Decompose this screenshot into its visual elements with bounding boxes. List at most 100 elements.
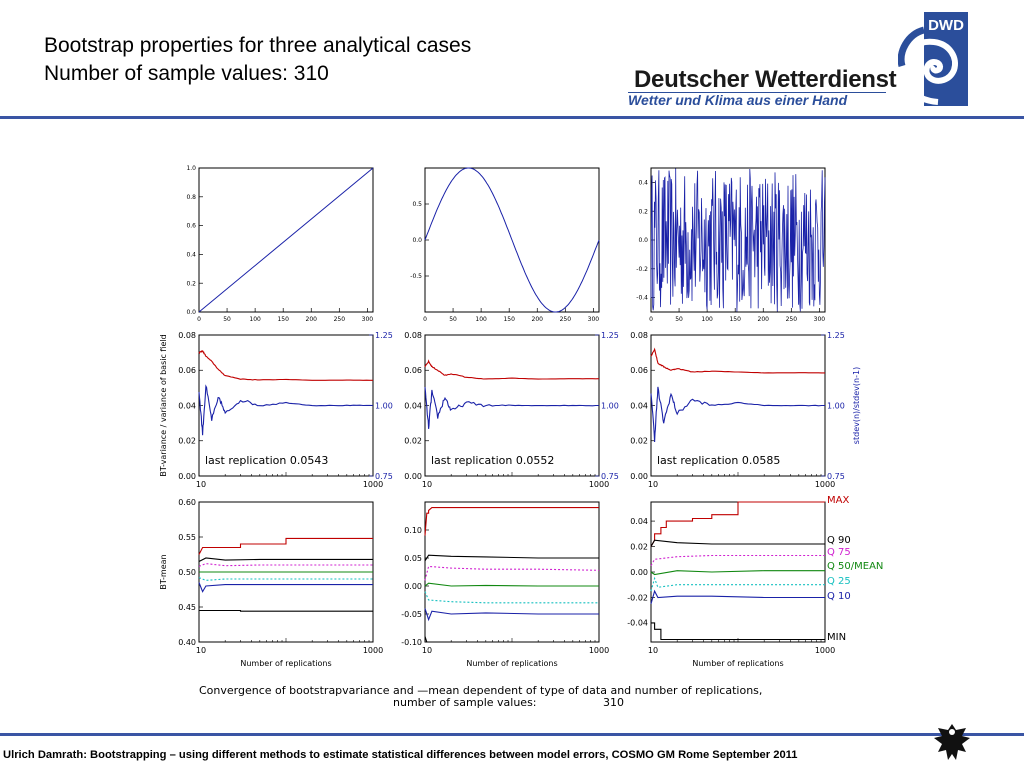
stdev-ratio-line [198, 384, 374, 436]
quantile-line-q-50-mean [650, 570, 825, 576]
y2-tick-label: 1.25 [375, 331, 393, 340]
x-tick-label: 10 [422, 646, 432, 655]
y2-tick-label: 0.75 [601, 472, 619, 481]
x-axis-label: Number of replications [466, 659, 557, 668]
quantile-line-max [650, 501, 825, 547]
quantile-line-q-10 [198, 582, 373, 593]
y-tick-label: 0.2 [186, 280, 196, 287]
y-tick-label: -0.10 [401, 638, 422, 647]
y2-tick-label: 1.00 [375, 402, 393, 411]
x-tick-label: 1000 [589, 480, 609, 489]
y-tick-label: 0.55 [178, 533, 196, 542]
y-tick-label: 0.00 [178, 472, 196, 481]
legend-entry: MIN [827, 632, 846, 643]
x-tick-label: 1000 [363, 646, 383, 655]
quantile-line-q-25 [650, 576, 825, 592]
y-tick-label: 0.04 [630, 401, 648, 410]
x-tick-label: 10 [196, 646, 206, 655]
x-tick-label: 10 [196, 480, 206, 489]
y-tick-label: 0.40 [178, 638, 196, 647]
logo-badge: DWD [928, 17, 964, 34]
x-tick-label: 0 [423, 316, 427, 323]
x-tick-label: 200 [758, 316, 770, 323]
quantile-line-q-75 [650, 554, 825, 566]
x-tick-label: 150 [277, 316, 289, 323]
y-tick-label: 0.5 [412, 201, 422, 208]
quantile-line-max [424, 507, 599, 536]
y2-tick-label: 1.25 [601, 331, 619, 340]
y-tick-label: 0.00 [404, 582, 422, 591]
footer-divider [0, 733, 1024, 736]
x-tick-label: 300 [362, 316, 374, 323]
y-tick-label: 0.04 [404, 401, 422, 410]
quantile-line-q-10 [424, 608, 599, 622]
federal-eagle-icon [934, 724, 970, 760]
x-tick-label: 1000 [589, 646, 609, 655]
y-tick-label: 0.04 [178, 401, 196, 410]
legend-entry: Q 10 [827, 591, 851, 602]
y2-tick-label: 1.00 [827, 402, 845, 411]
quantile-line-q-75 [198, 563, 373, 567]
y-tick-label: 0.0 [412, 237, 422, 244]
title-line-2: Number of sample values: 310 [44, 62, 329, 85]
variance-ratio-line [198, 350, 373, 381]
y-tick-label: 0.60 [178, 498, 196, 507]
x-tick-label: 300 [588, 316, 600, 323]
x-tick-label: 250 [334, 316, 346, 323]
x-tick-label: 250 [786, 316, 798, 323]
y-tick-label: 0.08 [404, 331, 422, 340]
y-tick-label: 1.0 [186, 165, 196, 172]
x-axis-label: Number of replications [692, 659, 783, 668]
logo-slogan: Wetter und Klima aus einer Hand [628, 92, 848, 108]
x-tick-label: 10 [648, 480, 658, 489]
y-tick-label: 0.45 [178, 603, 196, 612]
y-tick-label: 0.02 [630, 542, 648, 551]
y-tick-label: 0.00 [630, 472, 648, 481]
y-axis-label: BT-mean [159, 554, 168, 589]
linear-series-line [198, 167, 374, 313]
caption-line-1: Convergence of bootstrapvariance and —me… [199, 684, 762, 697]
legend-entry: Q 25 [827, 576, 851, 587]
x-tick-label: 150 [729, 316, 741, 323]
x-tick-label: 100 [249, 316, 261, 323]
sine-series-line [424, 167, 600, 313]
legend-entry: MAX [827, 495, 849, 506]
y-tick-label: 0.50 [178, 568, 196, 577]
variance-ratio-line [424, 359, 600, 380]
plot-frame [198, 167, 374, 313]
x-axis-label: Number of replications [240, 659, 331, 668]
x-tick-label: 200 [306, 316, 318, 323]
y-tick-label: -0.05 [401, 610, 422, 619]
y-tick-label: -0.04 [627, 619, 648, 628]
quantile-line-max [198, 537, 373, 555]
quantile-line-q-90 [650, 539, 825, 547]
x-tick-label: 10 [648, 646, 658, 655]
x-tick-label: 0 [649, 316, 653, 323]
y-axis-label: BT-variance / variance of basic field [159, 334, 168, 476]
x-tick-label: 250 [560, 316, 572, 323]
y-tick-label: 0.06 [404, 366, 422, 375]
y2-tick-label: 0.75 [827, 472, 845, 481]
y-tick-label: -0.5 [410, 273, 422, 280]
y-tick-label: 0.10 [404, 526, 422, 535]
legend-entry: Q 50/MEAN [827, 561, 883, 572]
x-tick-label: 50 [675, 316, 683, 323]
y-tick-label: 0.08 [178, 331, 196, 340]
quantile-line-q-25 [424, 591, 599, 604]
x-tick-label: 100 [475, 316, 487, 323]
last-replication-label: last replication 0.0543 [205, 454, 328, 467]
y-tick-label: 0.0 [186, 309, 196, 316]
stdev-ratio-line [650, 386, 825, 443]
y2-tick-label: 1.00 [601, 402, 619, 411]
title-line-1: Bootstrap properties for three analytica… [44, 34, 472, 57]
y-tick-label: 0.08 [630, 331, 648, 340]
y-tick-label: 0.02 [404, 437, 422, 446]
stdev-ratio-line [424, 386, 599, 429]
logo-rule [628, 92, 886, 93]
variance-ratio-line [650, 347, 825, 374]
legend-entry: Q 75 [827, 547, 851, 558]
x-tick-label: 1000 [815, 646, 835, 655]
y2-tick-label: 0.75 [375, 472, 393, 481]
y-tick-label: 0.06 [178, 366, 196, 375]
